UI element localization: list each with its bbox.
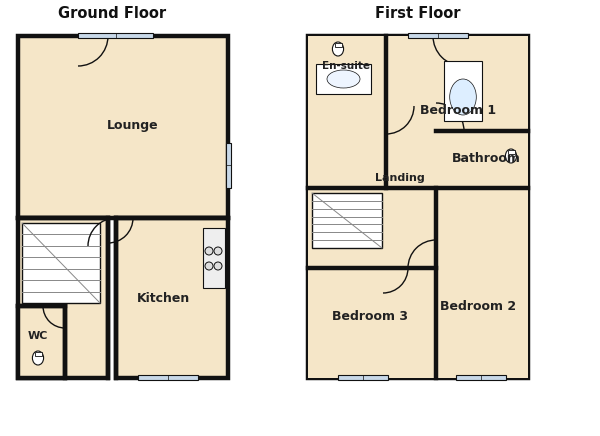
- Bar: [508, 150, 515, 154]
- Bar: [78, 33, 153, 38]
- Text: Bathroom: Bathroom: [452, 151, 520, 164]
- Bar: [316, 64, 371, 94]
- Text: En-suite: En-suite: [322, 61, 370, 71]
- Ellipse shape: [450, 79, 476, 115]
- Text: WC: WC: [28, 331, 48, 341]
- Ellipse shape: [505, 149, 517, 163]
- Bar: [116, 218, 228, 378]
- Bar: [308, 268, 436, 378]
- Text: Landing: Landing: [375, 173, 425, 183]
- Circle shape: [205, 262, 213, 270]
- Bar: [203, 228, 225, 288]
- Text: Ground Floor: Ground Floor: [58, 7, 166, 21]
- Ellipse shape: [327, 70, 360, 88]
- Bar: [335, 43, 341, 47]
- Bar: [444, 61, 482, 121]
- Bar: [226, 143, 231, 188]
- Bar: [386, 36, 528, 188]
- Bar: [312, 193, 382, 248]
- Bar: [18, 36, 228, 218]
- Bar: [308, 188, 436, 268]
- Bar: [408, 33, 468, 38]
- Text: Bedroom 2: Bedroom 2: [440, 300, 516, 313]
- Text: First Floor: First Floor: [375, 7, 461, 21]
- Ellipse shape: [332, 42, 344, 56]
- Bar: [18, 218, 108, 378]
- Circle shape: [214, 262, 222, 270]
- Circle shape: [205, 247, 213, 255]
- Bar: [18, 306, 65, 378]
- Bar: [456, 375, 506, 380]
- Bar: [308, 36, 386, 188]
- Text: Bedroom 1: Bedroom 1: [420, 105, 496, 117]
- Text: Bedroom 3: Bedroom 3: [332, 310, 408, 323]
- Bar: [22, 223, 100, 303]
- Text: Kitchen: Kitchen: [136, 292, 190, 304]
- Bar: [436, 131, 528, 378]
- Bar: [436, 131, 528, 188]
- Bar: [338, 375, 388, 380]
- Text: Lounge: Lounge: [107, 119, 159, 133]
- Ellipse shape: [32, 351, 44, 365]
- Circle shape: [214, 247, 222, 255]
- Bar: [308, 36, 528, 378]
- Bar: [138, 375, 198, 380]
- Bar: [35, 352, 41, 356]
